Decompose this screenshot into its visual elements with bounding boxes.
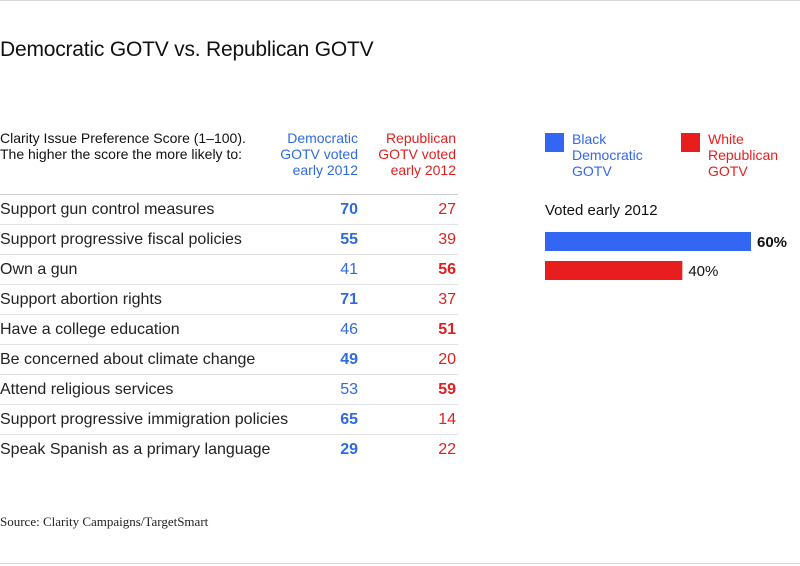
democratic-column-header: Democratic GOTV voted early 2012 bbox=[280, 130, 358, 178]
table-row: Support progressive immigration policies… bbox=[0, 405, 458, 435]
republican-score: 56 bbox=[438, 261, 456, 278]
republican-header-line: Republican bbox=[385, 130, 456, 146]
legend-label-line: GOTV bbox=[708, 163, 748, 179]
row-label: Speak Spanish as a primary language bbox=[0, 441, 271, 458]
republican-score: 20 bbox=[438, 351, 456, 368]
republican-header-line: early 2012 bbox=[390, 162, 456, 178]
legend-label-line: Black bbox=[572, 131, 607, 147]
democratic-score: 29 bbox=[340, 441, 358, 458]
democratic-score: 55 bbox=[340, 231, 358, 248]
row-label: Support progressive immigration policies bbox=[0, 411, 289, 428]
legend-swatch-blue bbox=[545, 133, 564, 152]
bar-white-republican bbox=[545, 261, 683, 280]
legend-label-line: Democratic bbox=[572, 147, 643, 163]
republican-column-header: Republican GOTV voted early 2012 bbox=[378, 130, 456, 178]
legend-label: White Republican GOTV bbox=[708, 131, 778, 179]
legend-swatch-red bbox=[681, 133, 700, 152]
republican-score: 22 bbox=[438, 441, 456, 458]
row-label: Attend religious services bbox=[0, 381, 174, 398]
democratic-score: 41 bbox=[340, 261, 358, 278]
democratic-score: 70 bbox=[340, 201, 358, 218]
democratic-header-line: early 2012 bbox=[292, 162, 358, 178]
republican-score: 37 bbox=[438, 291, 456, 308]
table-description: Clarity Issue Preference Score (1–100). … bbox=[0, 130, 246, 162]
bar-chart: 60% 40% bbox=[545, 232, 787, 280]
table-row: Have a college education 46 51 bbox=[0, 315, 458, 345]
bar-black-democratic bbox=[545, 232, 751, 251]
row-label: Support progressive fiscal policies bbox=[0, 231, 242, 248]
legend-label-line: White bbox=[708, 131, 744, 147]
table-description-line-2: The higher the score the more likely to: bbox=[0, 146, 243, 162]
legend-label: Black Democratic GOTV bbox=[572, 131, 643, 179]
row-label: Have a college education bbox=[0, 321, 180, 338]
table-row: Own a gun 41 56 bbox=[0, 255, 458, 285]
table-row: Support abortion rights 71 37 bbox=[0, 285, 458, 315]
table-row: Be concerned about climate change 49 20 bbox=[0, 345, 458, 375]
democratic-header-line: Democratic bbox=[287, 130, 358, 146]
democratic-score: 65 bbox=[340, 411, 358, 428]
score-table: Support gun control measures 70 27 Support … bbox=[0, 194, 458, 464]
table-row: Speak Spanish as a primary language 29 22 bbox=[0, 435, 458, 464]
bar-chart-title: Voted early 2012 bbox=[545, 202, 658, 219]
bottom-divider bbox=[0, 563, 800, 564]
bar-value-label: 40% bbox=[688, 263, 718, 280]
row-label: Support gun control measures bbox=[0, 201, 215, 218]
democratic-header-line: GOTV voted bbox=[280, 146, 358, 162]
republican-score: 39 bbox=[438, 231, 456, 248]
bar-value-label: 60% bbox=[757, 234, 787, 251]
legend-label-line: Republican bbox=[708, 147, 779, 163]
source-note: Source: Clarity Campaigns/TargetSmart bbox=[0, 514, 209, 529]
legend-label-line: GOTV bbox=[572, 163, 612, 179]
chart-title: Democratic GOTV vs. Republican GOTV bbox=[0, 38, 374, 61]
republican-header-line: GOTV voted bbox=[378, 146, 456, 162]
table-row: Attend religious services 53 59 bbox=[0, 375, 458, 405]
republican-score: 14 bbox=[438, 411, 456, 428]
democratic-score: 49 bbox=[340, 351, 358, 368]
democratic-score: 71 bbox=[340, 291, 358, 308]
row-label: Be concerned about climate change bbox=[0, 351, 256, 368]
democratic-score: 53 bbox=[340, 381, 358, 398]
table-description-line-1: Clarity Issue Preference Score (1–100). bbox=[0, 130, 246, 146]
republican-score: 51 bbox=[438, 321, 456, 338]
top-divider bbox=[0, 0, 800, 1]
row-label: Support abortion rights bbox=[0, 291, 162, 308]
row-label: Own a gun bbox=[0, 261, 78, 278]
table-row: Support gun control measures 70 27 bbox=[0, 195, 458, 225]
table-row: Support progressive fiscal policies 55 39 bbox=[0, 225, 458, 255]
republican-score: 59 bbox=[438, 381, 456, 398]
democratic-score: 46 bbox=[340, 321, 358, 338]
republican-score: 27 bbox=[438, 201, 456, 218]
